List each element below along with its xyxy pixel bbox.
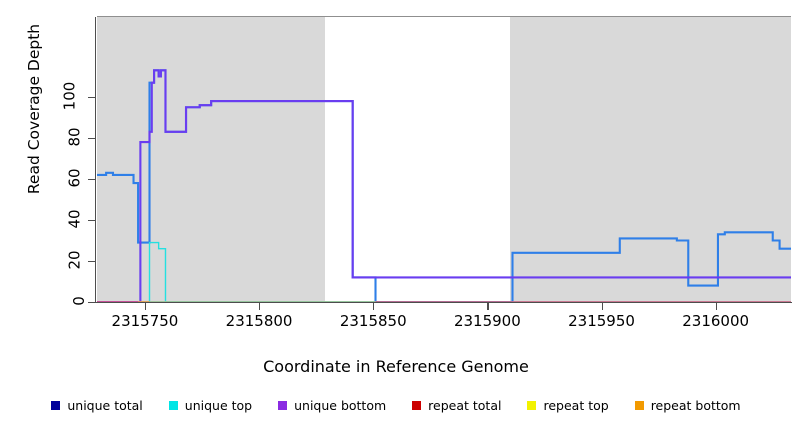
legend-swatch-icon bbox=[412, 401, 422, 410]
x-tick-label: 2316000 bbox=[682, 312, 750, 330]
legend-label: unique total bbox=[67, 398, 143, 413]
legend-swatch-icon bbox=[51, 401, 61, 410]
x-tick bbox=[487, 303, 489, 310]
x-axis-line bbox=[95, 302, 792, 304]
x-tick bbox=[259, 303, 261, 310]
series-line bbox=[97, 241, 791, 303]
x-tick bbox=[373, 303, 375, 310]
y-tick bbox=[88, 179, 95, 181]
x-tick bbox=[144, 303, 147, 310]
x-tick-label: 2315950 bbox=[568, 312, 635, 330]
y-tick bbox=[88, 97, 95, 99]
plot-area bbox=[97, 17, 791, 304]
y-tick-label: 40 bbox=[65, 209, 84, 229]
legend-label: repeat bottom bbox=[650, 398, 741, 413]
legend-item: unique top bbox=[168, 398, 253, 413]
series-line bbox=[97, 69, 791, 304]
x-tick-label: 2315800 bbox=[225, 312, 293, 330]
shaded-band bbox=[97, 17, 326, 302]
y-tick-label: 0 bbox=[70, 296, 89, 306]
y-axis-title: Read Coverage Depth bbox=[25, 23, 43, 195]
series-lines bbox=[97, 69, 791, 304]
legend-swatch-icon bbox=[168, 401, 178, 410]
y-axis-line bbox=[95, 17, 97, 303]
legend-item: unique bottom bbox=[278, 398, 386, 413]
legend-label: repeat total bbox=[428, 398, 502, 413]
y-tick-label: 80 bbox=[65, 127, 84, 147]
legend-label: unique bottom bbox=[294, 398, 387, 413]
x-tick bbox=[715, 303, 717, 310]
x-tick-label: 2315750 bbox=[111, 312, 179, 330]
y-tick bbox=[88, 302, 95, 304]
y-tick bbox=[88, 261, 95, 263]
x-tick-label: 2315850 bbox=[339, 312, 407, 330]
legend-label: unique top bbox=[184, 398, 253, 413]
y-tick-label: 20 bbox=[65, 250, 84, 270]
legend-swatch-icon bbox=[634, 401, 644, 410]
y-tick-label: 60 bbox=[65, 168, 84, 188]
legend-item: repeat total bbox=[412, 398, 501, 413]
legend-item: repeat top bbox=[527, 398, 609, 413]
x-axis-title: Coordinate in Reference Genome bbox=[263, 357, 529, 376]
y-tick bbox=[88, 220, 95, 222]
legend-label: repeat top bbox=[543, 398, 609, 413]
shaded-band bbox=[510, 17, 791, 302]
chart-legend: unique total unique top unique bottom repea… bbox=[0, 398, 792, 413]
legend-item: repeat bottom bbox=[634, 398, 741, 413]
x-tick bbox=[601, 303, 603, 310]
legend-swatch-icon bbox=[527, 401, 537, 410]
panel-top-rule bbox=[97, 16, 791, 17]
y-tick-label: 100 bbox=[60, 81, 79, 111]
legend-swatch-icon bbox=[278, 401, 288, 410]
y-tick bbox=[88, 138, 95, 140]
x-tick-label: 2315900 bbox=[453, 312, 521, 330]
legend-item: unique total bbox=[51, 398, 143, 413]
